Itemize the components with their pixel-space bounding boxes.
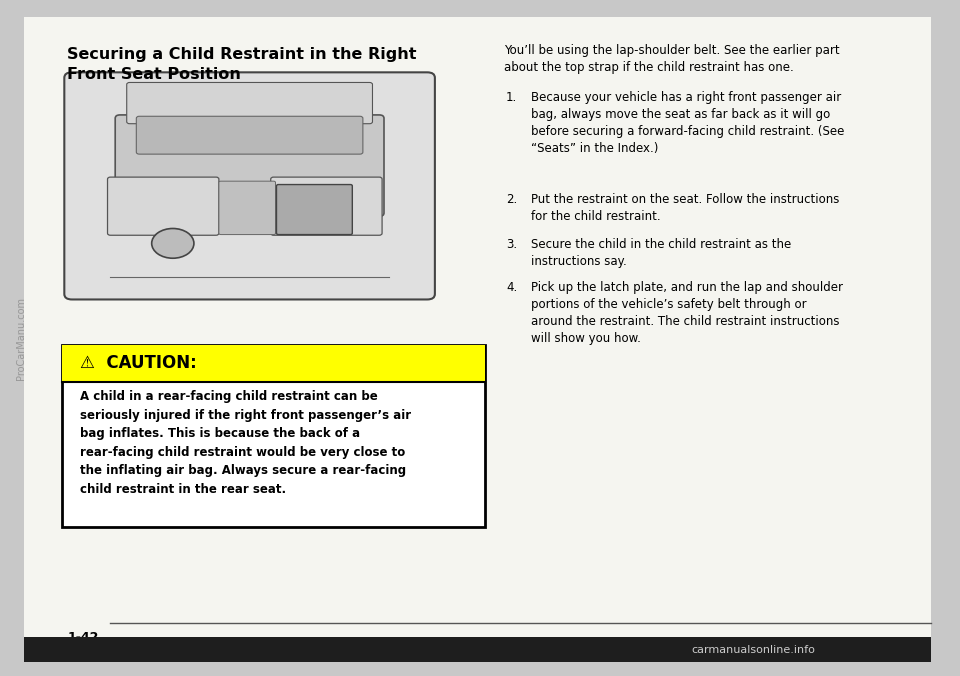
Text: 1-42: 1-42 [67,631,99,644]
Text: Securing a Child Restraint in the Right
Front Seat Position: Securing a Child Restraint in the Right … [67,47,417,82]
Text: Never: Never [328,368,364,381]
Text: Put the restraint on the seat. Follow the instructions
for the child restraint.: Put the restraint on the seat. Follow th… [531,193,839,222]
Bar [24,637,931,662]
Text: put a rear-facing child restraint in this seat. Here’s why:: put a rear-facing child restraint in thi… [67,387,397,400]
Bar [62,345,485,527]
Text: Because your vehicle has a right front passenger air
bag, always move the seat a: Because your vehicle has a right front p… [531,91,844,155]
Text: carmanualsonline.info: carmanualsonline.info [691,646,815,655]
Text: 3.: 3. [506,238,517,251]
FancyBboxPatch shape [108,177,219,235]
FancyBboxPatch shape [219,181,276,235]
Text: ProCarManu.com: ProCarManu.com [16,297,26,379]
Text: 4.: 4. [506,281,517,293]
Text: A child in a rear-facing child restraint can be
seriously injured if the right f: A child in a rear-facing child restraint… [80,390,411,496]
Text: Your vehicle has a right front passenger air bag.: Your vehicle has a right front passenger… [67,368,356,381]
Text: Pick up the latch plate, and run the lap and shoulder
portions of the vehicle’s : Pick up the latch plate, and run the lap… [531,281,843,345]
Circle shape [152,228,194,258]
FancyBboxPatch shape [276,185,352,235]
FancyBboxPatch shape [64,72,435,299]
FancyBboxPatch shape [136,116,363,154]
FancyBboxPatch shape [271,177,382,235]
Text: 1.: 1. [506,91,517,104]
Text: ⚠  CAUTION:: ⚠ CAUTION: [80,354,197,372]
FancyBboxPatch shape [115,115,384,216]
Text: Secure the child in the child restraint as the
instructions say.: Secure the child in the child restraint … [531,238,791,268]
Bar [62,345,485,382]
Text: 2.: 2. [506,193,517,206]
Text: You’ll be using the lap-shoulder belt. See the earlier part
about the top strap : You’ll be using the lap-shoulder belt. S… [504,44,840,74]
FancyBboxPatch shape [127,82,372,124]
